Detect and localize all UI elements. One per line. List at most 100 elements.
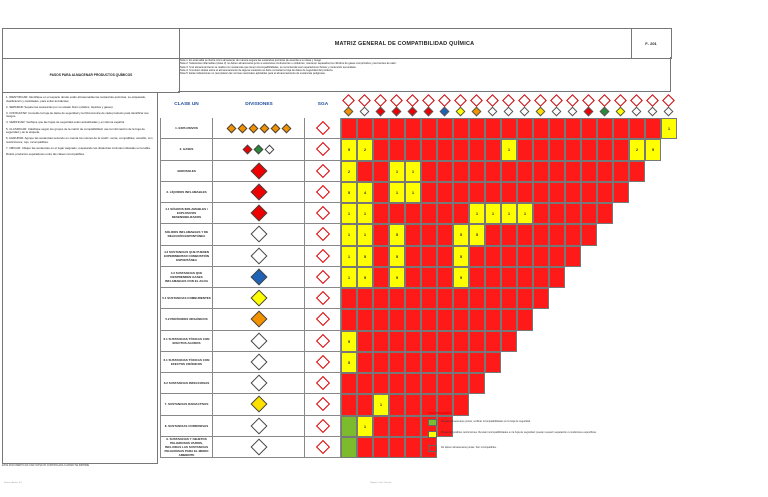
ghs-pictogram <box>315 227 330 242</box>
matrix-cell <box>357 436 373 458</box>
transport-pictogram <box>647 106 658 117</box>
matrix-cell <box>549 203 565 225</box>
row-label: 3. LÍQUIDOS INFLAMABLES <box>160 181 213 203</box>
matrix-cell <box>405 139 421 161</box>
divisions-cell <box>213 181 305 203</box>
divisions-cell <box>213 436 305 458</box>
matrix-cell <box>565 139 581 161</box>
matrix-cell <box>373 415 389 437</box>
explosive-icon <box>342 94 355 117</box>
matrix-cell <box>421 309 437 331</box>
transport-pictogram <box>631 106 642 117</box>
matrix-cell <box>421 394 437 416</box>
matrix-cell <box>469 351 485 373</box>
matrix-cell: 1 <box>405 160 421 182</box>
ghs-pictogram <box>534 94 547 107</box>
matrix-cell <box>517 266 533 288</box>
transport-pictogram <box>567 106 578 117</box>
ghs-pictogram <box>454 94 467 107</box>
division-pictogram <box>250 268 267 286</box>
instruction-step: 3. CONSULTAR: Consulte la hoja de datos … <box>6 110 149 119</box>
ghs-pictogram <box>502 94 515 107</box>
legend-title: CONVENCIONES <box>428 411 453 415</box>
note-line: Nota 1: En esta tabla se ilustra cómo al… <box>180 59 322 62</box>
matrix-cell <box>501 160 517 182</box>
toxic-icon <box>502 94 515 117</box>
matrix-cell: 1 <box>341 245 357 267</box>
matrix-cell <box>357 160 373 182</box>
ghs-pictogram <box>315 397 330 412</box>
matrix-cell <box>629 160 645 182</box>
matrix-cell <box>389 309 405 331</box>
flame-icon <box>390 94 403 117</box>
misc-icon <box>566 94 579 117</box>
matrix-cell: 2 <box>341 160 357 182</box>
matrix-cell <box>373 309 389 331</box>
ghs-pictogram <box>470 94 483 107</box>
matrix-cell: 5 <box>357 266 373 288</box>
matrix-cell <box>501 224 517 246</box>
matrix-cell <box>421 288 437 310</box>
gas-icon <box>598 94 611 117</box>
ghs-pictogram <box>315 248 330 263</box>
transport-pictogram <box>503 106 514 117</box>
matrix-cell <box>341 415 357 437</box>
matrix-cell <box>421 245 437 267</box>
matrix-cell <box>517 224 533 246</box>
divisions-cell <box>213 266 305 288</box>
matrix-cell <box>469 373 485 395</box>
corrosive-icon <box>646 94 659 117</box>
legend-swatch-green <box>428 419 437 426</box>
matrix-cell: 1 <box>373 394 389 416</box>
transport-pictogram <box>439 106 450 117</box>
biohazard-icon <box>518 94 531 117</box>
matrix-cell <box>389 139 405 161</box>
matrix-cell <box>421 203 437 225</box>
division-pictogram <box>250 438 267 456</box>
matrix-cell <box>485 224 501 246</box>
matrix-cell <box>453 330 469 352</box>
ghs-pictogram <box>358 94 371 107</box>
matrix-cell <box>405 415 421 437</box>
matrix-cell <box>421 373 437 395</box>
division-pictogram <box>250 247 267 265</box>
row-label: AEROSOLES <box>160 160 213 182</box>
row-label: 5.2 PERÓXIDOS ORGÁNICOS <box>160 309 213 331</box>
matrix-cell <box>357 309 373 331</box>
matrix-cell <box>565 245 581 267</box>
matrix-cell <box>501 330 517 352</box>
matrix-cell <box>453 309 469 331</box>
matrix-cell <box>485 351 501 373</box>
matrix-cell: 5 <box>645 139 661 161</box>
instruction-step: Rótule productos separadores entre las c… <box>6 152 85 157</box>
matrix-cell <box>421 266 437 288</box>
sga-cell <box>305 373 341 395</box>
matrix-cell <box>405 330 421 352</box>
matrix-cell: 5 <box>341 181 357 203</box>
matrix-cell: 1 <box>405 181 421 203</box>
matrix-cell <box>469 288 485 310</box>
division-pictogram <box>250 310 267 328</box>
row-label: 6.1 SUSTANCIAS TÓXICAS CON EFECTOS AGUDO… <box>160 330 213 352</box>
transport-pictogram <box>407 106 418 117</box>
row-label: 6.2 SUSTANCIAS INFECCIOSAS <box>160 373 213 395</box>
sga-cell <box>305 139 341 161</box>
divisions-cell <box>213 330 305 352</box>
sga-cell <box>305 309 341 331</box>
skull-icon <box>486 94 499 117</box>
division-pictogram <box>250 183 267 201</box>
matrix-cell <box>373 181 389 203</box>
ghs-pictogram <box>315 163 330 178</box>
matrix-cell: 1 <box>501 139 517 161</box>
divisions-cell <box>213 351 305 373</box>
instructions-block: 1. IDENTIFICAR: Identifique en el espaci… <box>2 92 158 464</box>
division-pictogram <box>242 144 253 155</box>
matrix-cell <box>405 266 421 288</box>
ghs-pictogram <box>518 94 531 107</box>
division-pictogram <box>226 123 236 134</box>
matrix-cell: 5 <box>389 224 405 246</box>
matrix-cell <box>581 118 597 140</box>
matrix-cell <box>469 245 485 267</box>
divisions-cell <box>213 415 305 437</box>
matrix-cell <box>533 139 549 161</box>
